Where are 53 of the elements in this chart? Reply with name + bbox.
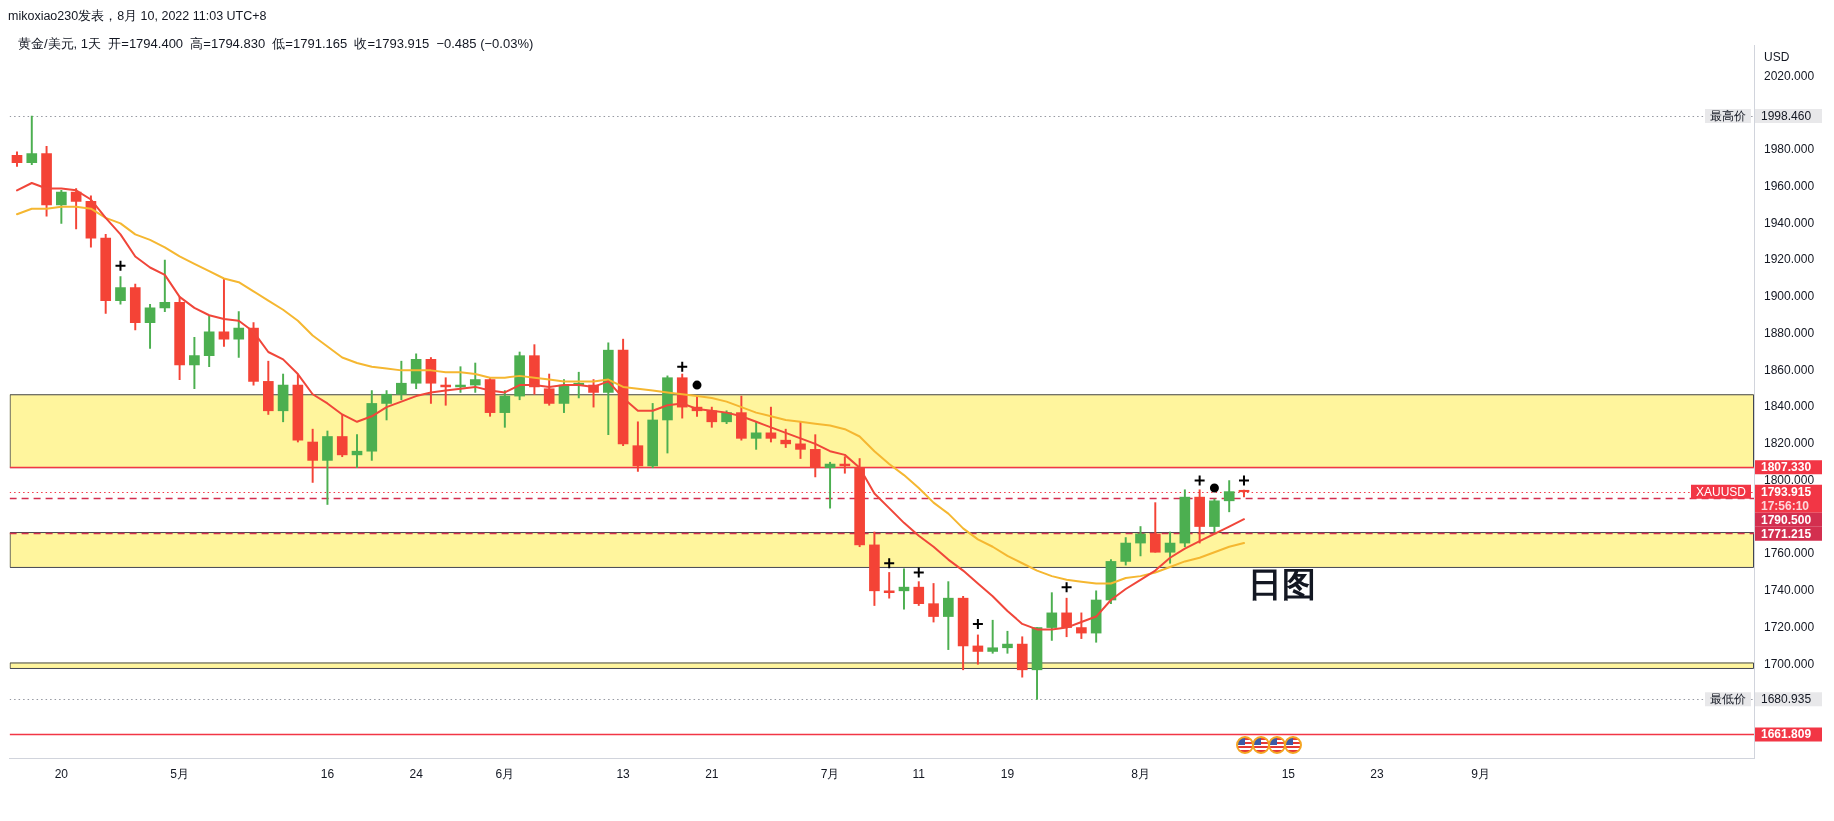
x-tick-label: 19 [1000,766,1015,781]
x-tick-label: 11 [912,766,926,781]
point [676,360,689,373]
y-tick-label: 1760.000 [1764,546,1815,561]
text: mikoxiao230发表，8月 10, 2022 11:03 UTC+8 [8,9,267,23]
y-tick-label: 1740.000 [1764,583,1815,598]
y-tick-label: 1700.000 [1764,656,1815,671]
x-tick-label: 21 [705,766,719,781]
ref-line-label: 最高价 [1710,108,1746,123]
point [114,259,127,272]
x-tick-label: 13 [616,766,631,781]
x-tick-label: 23 [1370,766,1385,781]
y-tick-label: 1720.000 [1764,619,1815,634]
y-tick-label: 1661.809 [1761,727,1812,742]
band-label: 日图 [1248,565,1317,604]
candlestick [883,572,895,599]
ref-line-label: XAUUSD [1695,484,1747,499]
y-tick-label: 1880.000 [1764,325,1815,340]
point [692,380,702,390]
point [1209,483,1219,493]
point [1193,474,1206,487]
y-tick-label: 1920.000 [1764,252,1815,267]
y-tick-label: 1680.935 [1761,692,1812,707]
y-tick-label: 1800.000 [1764,472,1815,487]
y-tick-label: 1860.000 [1764,362,1815,377]
text: 17:56:10 [1761,498,1810,513]
y-tick-label: 1820.000 [1764,436,1815,451]
x-tick-label: 5月 [170,766,189,781]
ref-line-label: 1771.215 [1761,526,1812,541]
y-tick-label: 1960.000 [1764,178,1815,193]
y-tick-label: 1793.915 [1761,484,1812,499]
x-tick-label: 6月 [495,766,515,781]
y-tick-label: 1840.000 [1764,399,1815,414]
ref-line-label: 1790.500 [1761,512,1812,527]
y-tick-label: 1807.330 [1761,459,1812,474]
y-tick-label: 1900.000 [1764,289,1815,304]
y-tick-label: 1980.000 [1764,142,1815,157]
x-tick-label: 7月 [820,766,840,781]
x-tick-label: 9月 [1471,766,1490,781]
chart-title: 黄金/美元, 1天 开=1794.400 高=1794.830 低=1791.165 收=1793.915 −0.485 (−0.03%) [18,35,534,53]
x-tick-label: 15 [1281,766,1296,781]
point [883,557,896,570]
point [1060,581,1073,594]
x-tick-label: 20 [54,766,69,781]
ref-line-label: 最低价 [1710,692,1746,707]
x-tick-label: 24 [409,766,424,781]
x-tick-label: 16 [320,766,335,781]
y-tick-label: 1940.000 [1764,215,1815,230]
y-axis-title: USD [1764,49,1790,64]
y-tick-label: 2020.000 [1764,68,1815,83]
x-tick-label: 8月 [1131,766,1150,781]
point [912,566,925,579]
y-tick-label: 1998.460 [1761,108,1812,123]
